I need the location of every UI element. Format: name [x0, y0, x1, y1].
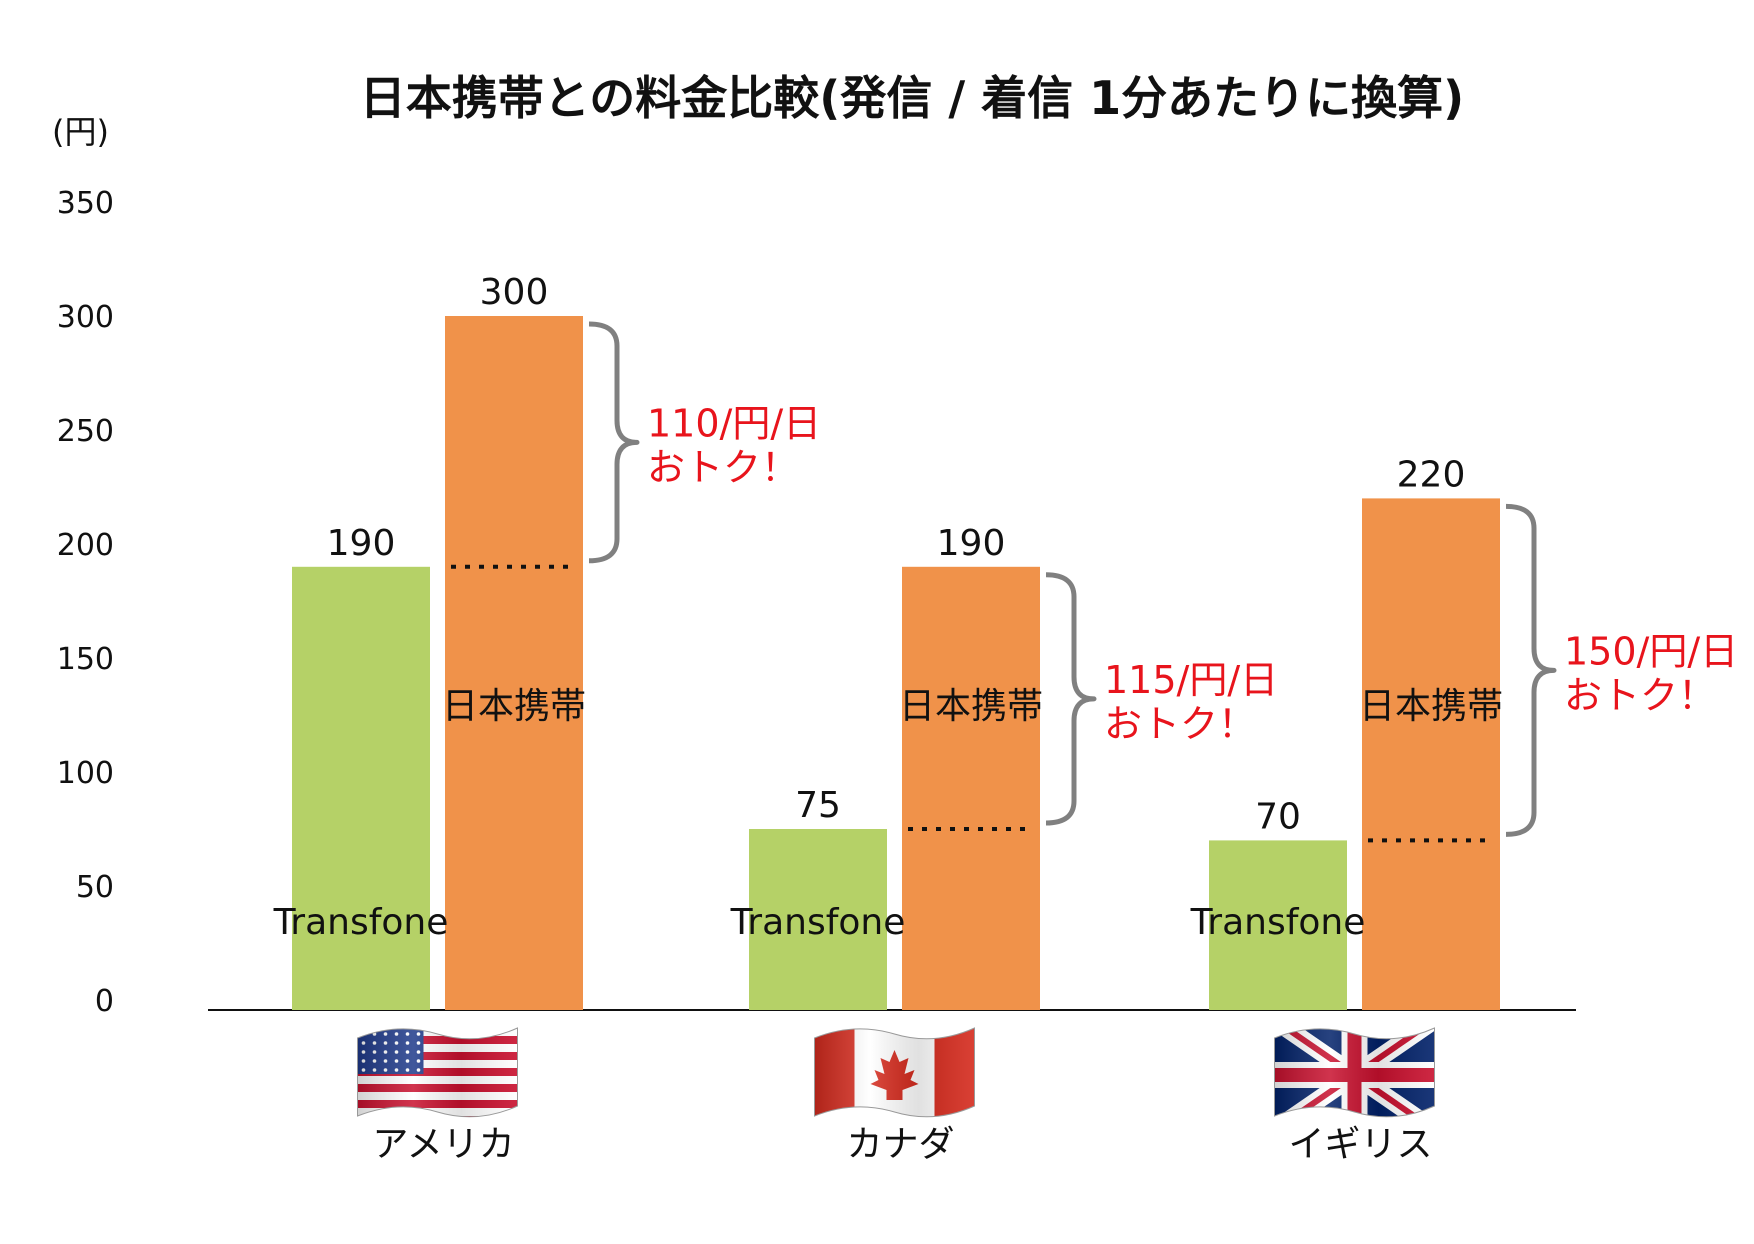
y-tick-label: 250	[57, 414, 114, 449]
savings-amount-label: 110/円/日	[647, 401, 821, 445]
japan-mobile-bar	[1362, 498, 1500, 1010]
y-tick-label: 350	[57, 186, 114, 221]
savings-bracket	[1505, 503, 1557, 837]
savings-amount-label: 150/円/日	[1564, 629, 1738, 673]
country-label: カナダ	[846, 1124, 954, 1165]
transfone-series-label: Transfone	[1190, 902, 1366, 943]
transfone-value-label: 190	[327, 523, 396, 564]
country-label: イギリス	[1288, 1124, 1432, 1165]
country-label: アメリカ	[372, 1124, 514, 1165]
y-axis-unit: (円)	[52, 113, 109, 151]
y-tick-label: 200	[57, 528, 114, 563]
japan-mobile-value-label: 300	[480, 272, 549, 313]
y-tick-label: 150	[57, 642, 114, 677]
uk-flag-icon	[1274, 1027, 1435, 1118]
transfone-series-label: Transfone	[273, 902, 449, 943]
transfone-bar	[1209, 840, 1347, 1010]
japan-mobile-bar	[902, 566, 1040, 1010]
transfone-bar	[749, 829, 887, 1010]
savings-bracket	[1045, 572, 1097, 826]
us-flag-icon	[357, 1027, 518, 1118]
savings-note-label: おトク！	[1104, 702, 1256, 746]
transfone-series-label: Transfone	[730, 902, 906, 943]
transfone-value-label: 75	[795, 785, 841, 826]
savings-note-label: おトク！	[647, 445, 799, 489]
y-tick-label: 50	[76, 870, 114, 905]
y-tick-label: 100	[57, 756, 114, 791]
savings-note-label: おトク！	[1564, 673, 1716, 717]
japan-mobile-series-label: 日本携帯	[899, 686, 1043, 727]
japan-mobile-value-label: 190	[937, 523, 1006, 564]
savings-bracket	[588, 321, 640, 564]
chart-title: 日本携帯との料金比較(発信 / 着信 1分あたりに換算)	[360, 71, 1464, 125]
transfone-bar	[292, 566, 430, 1010]
japan-mobile-series-label: 日本携帯	[442, 686, 586, 727]
transfone-value-label: 70	[1255, 796, 1301, 837]
japan-mobile-series-label: 日本携帯	[1359, 686, 1503, 727]
japan-mobile-value-label: 220	[1397, 454, 1466, 495]
y-tick-label: 0	[95, 984, 114, 1019]
y-tick-label: 300	[57, 300, 114, 335]
japan-mobile-bar	[445, 316, 583, 1010]
canada-flag-icon	[814, 1027, 975, 1118]
savings-amount-label: 115/円/日	[1104, 658, 1278, 702]
